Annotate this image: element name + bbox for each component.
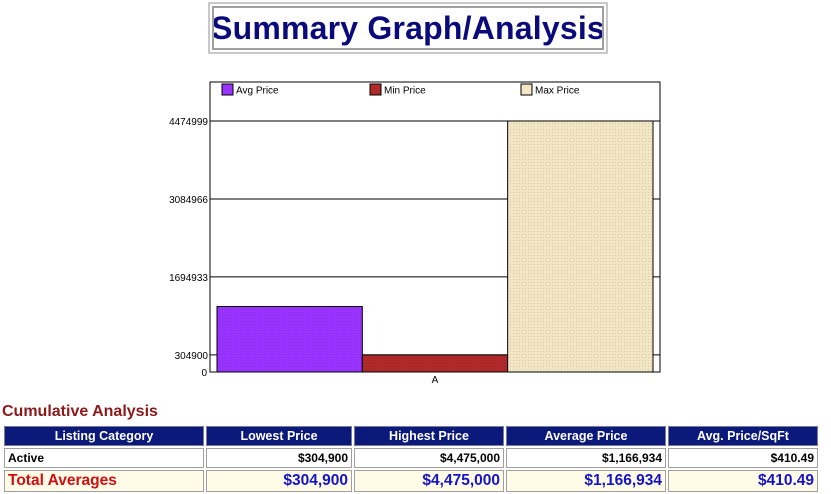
cumulative-analysis-table: Listing Category Lowest Price Highest Pr… <box>2 424 820 494</box>
legend-label: Max Price <box>535 86 580 97</box>
bar-min-price <box>361 354 509 373</box>
bar-max-price <box>507 120 654 373</box>
column-header-highest-price: Highest Price <box>354 426 504 446</box>
y-tick-label: 0 <box>201 368 207 379</box>
legend-swatch <box>221 83 234 96</box>
legend-label: Avg Price <box>236 86 279 97</box>
cumulative-analysis-title: Cumulative Analysis <box>2 403 158 420</box>
page-title-box: Summary Graph/Analysis <box>208 2 608 54</box>
totals-highest-price: $4,475,000 <box>354 470 504 492</box>
cell-avg-price-sqft: $410.49 <box>668 448 818 468</box>
legend-swatch <box>520 83 533 96</box>
y-tick-label: 4474999 <box>169 117 208 128</box>
cell-category: Active <box>4 448 204 468</box>
cell-lowest-price: $304,900 <box>206 448 352 468</box>
totals-avg-price-sqft: $410.49 <box>668 470 818 492</box>
legend-label: Min Price <box>384 86 426 97</box>
bar-avg-price <box>216 306 363 373</box>
column-header-average-price: Average Price <box>506 426 666 446</box>
cell-average-price: $1,166,934 <box>506 448 666 468</box>
cell-highest-price: $4,475,000 <box>354 448 504 468</box>
column-header-avg-price-sqft: Avg. Price/SqFt <box>668 426 818 446</box>
table-header-row: Listing Category Lowest Price Highest Pr… <box>4 426 818 446</box>
legend-swatch <box>369 83 382 96</box>
column-header-listing-category: Listing Category <box>4 426 204 446</box>
x-tick-label: A <box>432 375 439 386</box>
y-tick-label: 304900 <box>175 351 209 362</box>
y-tick-label: 1694933 <box>169 273 208 284</box>
y-tick-label: 3084966 <box>169 195 208 206</box>
table-row: Active $304,900 $4,475,000 $1,166,934 $4… <box>4 448 818 468</box>
column-header-lowest-price: Lowest Price <box>206 426 352 446</box>
summary-bar-chart: 0 304900 1694933 3084966 4474999 A Avg Price Mi… <box>169 81 661 386</box>
page-title: Summary Graph/Analysis <box>211 9 605 46</box>
